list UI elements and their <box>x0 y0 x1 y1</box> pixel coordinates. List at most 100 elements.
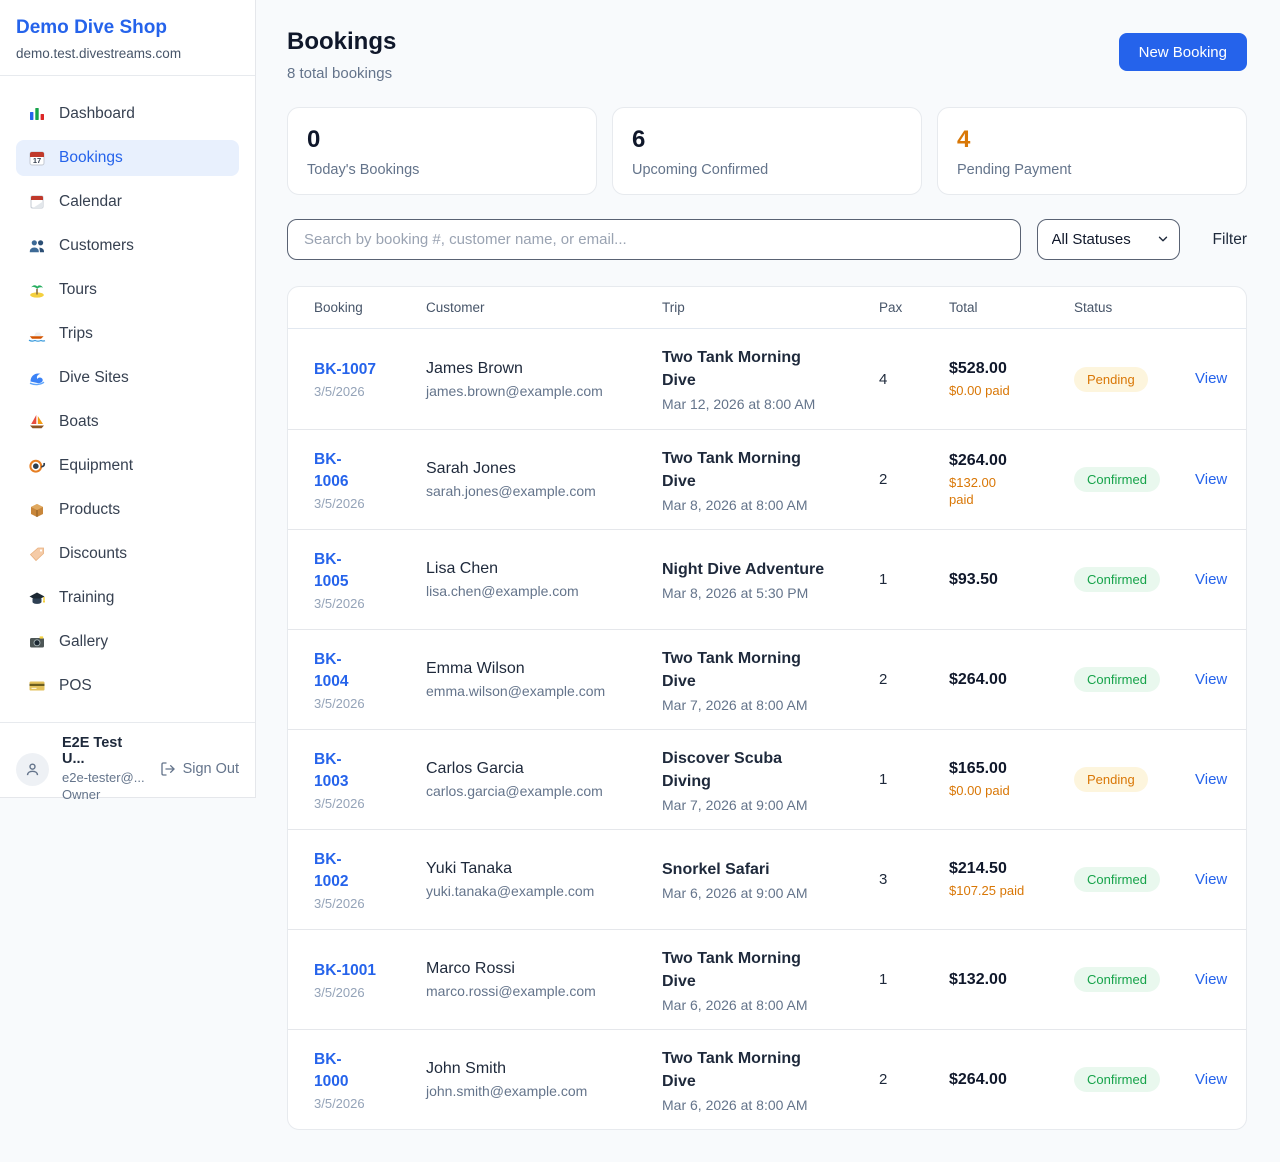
sidebar-item-products[interactable]: Products <box>16 492 239 528</box>
table-row: BK-1007 3/5/2026 James Brown james.brown… <box>288 329 1246 429</box>
booking-cell: BK-1001 3/5/2026 <box>314 960 426 1000</box>
total-cell: $132.00 <box>949 971 1074 989</box>
customer-name: Marco Rossi <box>426 960 515 977</box>
booking-date: 3/5/2026 <box>314 595 365 611</box>
status-badge: Pending <box>1074 767 1148 792</box>
booking-cell: BK- 1006 3/5/2026 <box>314 449 426 511</box>
bookings-table: Booking Customer Trip Pax Total Status B… <box>287 286 1247 1130</box>
view-link[interactable]: View <box>1195 370 1228 387</box>
view-link[interactable]: View <box>1195 670 1228 688</box>
trip-datetime: Mar 6, 2026 at 9:00 AM <box>662 885 808 901</box>
view-link[interactable]: View <box>1195 770 1228 788</box>
trip-cell: Two Tank Morning Dive Mar 7, 2026 at 8:0… <box>662 647 879 713</box>
view-link[interactable]: View <box>1195 570 1228 588</box>
booking-date: 3/5/2026 <box>314 1095 365 1111</box>
trip-cell: Two Tank Morning Dive Mar 8, 2026 at 8:0… <box>662 447 879 513</box>
sidebar-item-training[interactable]: Training <box>16 580 239 616</box>
status-cell: Pending <box>1074 366 1195 392</box>
pax-count: 2 <box>879 671 888 688</box>
customer-email: carlos.garcia@example.com <box>426 783 603 799</box>
sidebar-item-bookings[interactable]: 17 Bookings <box>16 140 239 176</box>
trip-datetime: Mar 6, 2026 at 8:00 AM <box>662 1096 808 1113</box>
total-amount: $528.00 <box>949 359 1007 377</box>
trip-name: Night Dive Adventure <box>662 561 825 578</box>
paid-amount: $0.00 paid <box>949 382 1010 398</box>
sidebar-item-trips[interactable]: Trips <box>16 316 239 352</box>
view-link[interactable]: View <box>1195 470 1228 488</box>
stat-value: 0 <box>307 126 321 153</box>
sign-out-label: Sign Out <box>182 761 239 777</box>
status-select-wrap: All Statuses <box>1036 219 1180 260</box>
sidebar-item-dashboard[interactable]: Dashboard <box>16 96 239 132</box>
total-cell: $264.00 <box>949 671 1074 689</box>
booking-id-link[interactable]: BK- 1003 <box>314 750 349 790</box>
booking-id-link[interactable]: BK- 1005 <box>314 550 349 590</box>
trip-datetime: Mar 12, 2026 at 8:00 AM <box>662 396 816 412</box>
booking-id-link[interactable]: BK-1001 <box>314 961 377 979</box>
col-header-customer: Customer <box>426 300 485 315</box>
stat-card-pending-payment: 4 Pending Payment <box>937 107 1247 195</box>
view-link[interactable]: View <box>1195 1070 1228 1088</box>
booking-id-link[interactable]: BK-1007 <box>314 361 377 378</box>
sidebar-item-label: Training <box>59 589 115 606</box>
pax-count: 1 <box>879 571 888 588</box>
total-cell: $264.00 <box>949 1071 1074 1089</box>
table-row: BK- 1005 3/5/2026 Lisa Chen lisa.chen@ex… <box>288 529 1246 629</box>
customer-email: lisa.chen@example.com <box>426 583 579 599</box>
user-email: e2e-tester@... <box>62 770 145 785</box>
total-cell: $93.50 <box>949 571 1074 589</box>
customer-email: sarah.jones@example.com <box>426 483 596 499</box>
sidebar-item-boats[interactable]: Boats <box>16 404 239 440</box>
status-select[interactable]: All Statuses <box>1036 219 1180 260</box>
total-amount: $264.00 <box>949 451 1007 469</box>
booking-date: 3/5/2026 <box>314 495 365 511</box>
booking-id-link[interactable]: BK- 1002 <box>314 850 349 890</box>
pax-count: 3 <box>879 871 888 888</box>
sidebar-item-equipment[interactable]: Equipment <box>16 448 239 484</box>
booking-id-link[interactable]: BK- 1004 <box>314 650 349 690</box>
booking-date: 3/5/2026 <box>314 984 365 1000</box>
booking-id-link[interactable]: BK- 1000 <box>314 1050 349 1090</box>
sidebar-footer: E2E Test U... e2e-tester@... Owner Sign … <box>0 722 255 815</box>
customer-cell: Marco Rossi marco.rossi@example.com <box>426 960 662 999</box>
filter-button[interactable]: Filter <box>1212 230 1247 248</box>
trip-datetime: Mar 7, 2026 at 8:00 AM <box>662 696 808 713</box>
sidebar-item-discounts[interactable]: Discounts <box>16 536 239 572</box>
status-badge: Confirmed <box>1074 567 1160 592</box>
sidebar-item-gallery[interactable]: Gallery <box>16 624 239 660</box>
log-out-icon <box>160 762 175 776</box>
sidebar-item-label: Boats <box>59 413 99 430</box>
status-cell: Confirmed <box>1074 567 1195 592</box>
status-cell: Pending <box>1074 767 1195 792</box>
status-badge: Confirmed <box>1074 667 1160 692</box>
stat-card-todays-bookings: 0 Today's Bookings <box>287 107 597 195</box>
sidebar-item-label: Calendar <box>59 193 122 210</box>
new-booking-button[interactable]: New Booking <box>1118 33 1247 71</box>
booking-id-link[interactable]: BK- 1006 <box>314 450 349 490</box>
sidebar-item-calendar[interactable]: Calendar <box>16 184 239 220</box>
camera-icon <box>28 633 46 651</box>
credit-card-icon <box>28 677 46 695</box>
search-input[interactable] <box>287 219 1021 260</box>
customer-name: Lisa Chen <box>426 560 499 577</box>
status-cell: Confirmed <box>1074 867 1195 892</box>
sign-out-button[interactable]: Sign Out <box>160 761 239 777</box>
customer-email: marco.rossi@example.com <box>426 983 596 999</box>
sidebar-item-pos[interactable]: POS <box>16 668 239 704</box>
sidebar: Demo Dive Shop demo.test.divestreams.com… <box>0 0 256 802</box>
sidebar-item-tours[interactable]: Tours <box>16 272 239 308</box>
view-link[interactable]: View <box>1195 970 1228 988</box>
total-amount: $214.50 <box>949 860 1007 877</box>
pax-count: 2 <box>879 1071 888 1088</box>
table-row: BK- 1003 3/5/2026 Carlos Garcia carlos.g… <box>288 729 1246 829</box>
sidebar-item-customers[interactable]: Customers <box>16 228 239 264</box>
view-link[interactable]: View <box>1195 870 1228 888</box>
tag-icon <box>28 545 46 563</box>
stat-label: Upcoming Confirmed <box>632 162 769 178</box>
sidebar-item-dive-sites[interactable]: Dive Sites <box>16 360 239 396</box>
stat-cards: 0 Today's Bookings 6 Upcoming Confirmed … <box>287 107 1247 195</box>
customer-email: yuki.tanaka@example.com <box>426 883 595 899</box>
table-row: BK- 1000 3/5/2026 John Smith john.smith@… <box>288 1029 1246 1129</box>
customer-cell: John Smith john.smith@example.com <box>426 1060 662 1099</box>
trip-datetime: Mar 7, 2026 at 9:00 AM <box>662 796 808 813</box>
